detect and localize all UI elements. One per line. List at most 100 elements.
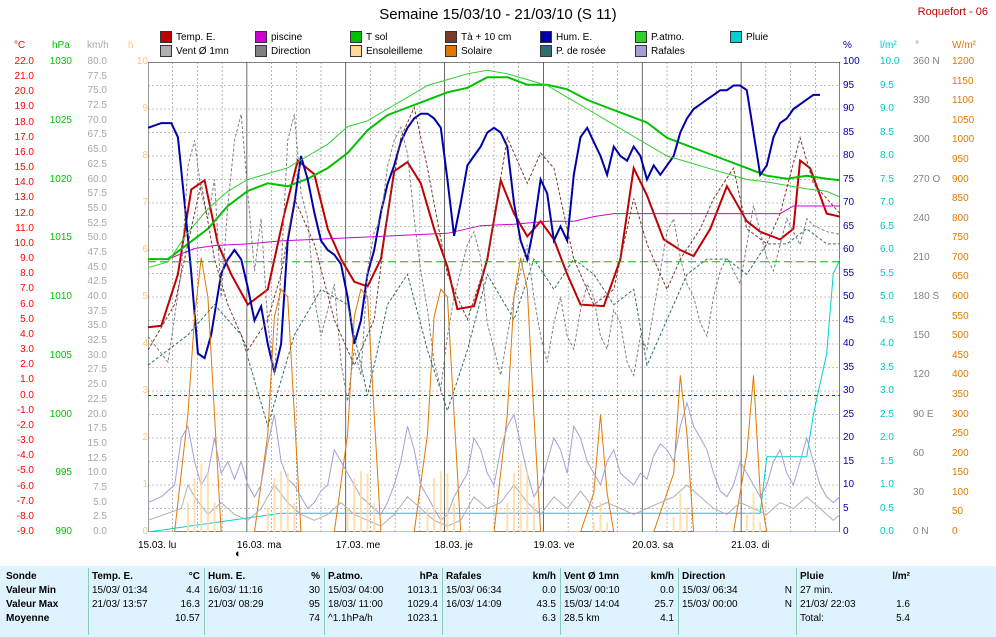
axis-tick: 6: [142, 244, 148, 255]
stats-row: 15/03/ 00:00 N: [682, 598, 792, 612]
legend-swatch: [160, 31, 172, 43]
stats-cell: [208, 612, 309, 626]
axis-tick: 16.0: [14, 146, 34, 158]
legend-label: Pluie: [746, 31, 769, 43]
axis-tick: 65.0: [87, 144, 107, 156]
stats-value: 1023.1: [407, 613, 438, 624]
axis-tick: 60: [843, 244, 855, 255]
stats-cell: 15/03/ 04:00: [328, 585, 384, 596]
axis-unit: hPa: [52, 40, 70, 51]
axis-tick: 800: [952, 212, 969, 224]
legend-label: Ensoleilleme: [366, 45, 423, 57]
stats-header: P.atmo. hPa: [328, 570, 438, 584]
axis-tick: 1010: [49, 291, 72, 302]
axis-tick: 5: [142, 291, 148, 302]
stats-header-unit: %: [311, 571, 320, 582]
x-tick-label: 20.03. sa: [632, 540, 674, 551]
sunshine-bar: [273, 478, 276, 532]
axis-unit: °C: [14, 40, 26, 51]
axis-tick: 360 N: [913, 56, 940, 67]
stats-column-raf: Rafales km/h 15/03/ 06:34 0.0 16/03/ 14:09 43…: [446, 566, 556, 637]
axis-tick: 17.5: [87, 423, 107, 435]
axis-tick: 32.5: [87, 335, 107, 347]
stats-table: Sonde Valeur Min Valeur Max Moyenne Temp. E.…: [0, 566, 996, 637]
stats-value: 0.0: [542, 585, 556, 596]
series-line: [148, 69, 840, 269]
axis-tick: 90: [843, 103, 855, 114]
axis-tick: 1025: [49, 114, 72, 126]
stats-label: Moyenne: [6, 613, 50, 624]
stats-cell: 27 min.: [800, 585, 833, 596]
axis-tick: 450: [952, 349, 969, 361]
axis-tick: 85: [843, 126, 855, 138]
axis-tick: 600: [952, 291, 969, 302]
series-line: [148, 84, 820, 373]
stats-header-label: Hum. E.: [208, 571, 246, 582]
sunshine-bar: [193, 478, 196, 532]
axis-tick: 3.5: [880, 361, 894, 373]
stats-cell: [682, 612, 792, 626]
axis-tick: 27.5: [87, 364, 107, 376]
stats-cell: 28.5 km: [564, 613, 600, 624]
axis-tick: 10: [843, 479, 855, 490]
sunshine-bar: [672, 517, 675, 532]
stats-separator: [88, 568, 89, 635]
sunshine-bar: [512, 473, 515, 532]
sunshine-bar: [426, 507, 429, 532]
axis-tick: 77.5: [87, 70, 107, 82]
axis-tick: 5.0: [880, 291, 894, 302]
legend-item: Direction: [255, 45, 310, 57]
stats-label: Valeur Min: [6, 585, 57, 596]
x-tick-label: 19.03. ve: [533, 540, 575, 551]
stats-value: 30: [308, 585, 320, 596]
series-line: [148, 76, 840, 261]
axis-tick: 5.5: [880, 267, 894, 279]
stats-value: 16.3: [180, 599, 200, 610]
legend-swatch: [350, 31, 362, 43]
axis-tick: 1005: [49, 349, 72, 361]
stats-cell: ^1.1hPa/h: [328, 613, 373, 624]
stats-separator: [442, 568, 443, 635]
axis-tick: 1150: [952, 75, 974, 87]
stats-header-label: Temp. E.: [92, 571, 133, 582]
stats-value: 4.4: [186, 585, 200, 596]
sunshine-bar: [213, 502, 216, 532]
axis-tick: 120: [913, 369, 930, 381]
series-line: [148, 483, 840, 527]
axis-tick: 35: [843, 361, 855, 373]
axis-tick: 1.0: [880, 479, 894, 490]
axis-tick: 1.5: [880, 455, 894, 467]
axis-tick: 1: [142, 479, 148, 490]
axis-tick: 7.0: [20, 283, 34, 295]
legend-item: Pluie: [730, 31, 768, 43]
sunshine-bar: [759, 522, 762, 532]
sunshine-bar: [346, 507, 349, 532]
axis-tick: 6.0: [880, 244, 894, 255]
series-line: [148, 114, 840, 402]
stats-cell: 15/03/ 14:04: [564, 599, 620, 610]
series-line: [148, 205, 840, 260]
sunshine-bar: [286, 473, 289, 532]
chart-title: Semaine 15/03/10 - 21/03/10 (S 11): [379, 6, 617, 23]
axis-tick: 1020: [49, 173, 72, 185]
axis-tick: 995: [55, 467, 72, 479]
stats-separator: [204, 568, 205, 635]
stats-value: 95: [308, 599, 320, 610]
stats-value: 1029.4: [407, 599, 438, 610]
axis-tick: 75: [843, 173, 855, 185]
axis-tick: 10.0: [87, 467, 107, 479]
axis-tick: 250: [952, 428, 969, 440]
axis-tick: 40.0: [87, 291, 107, 302]
axis-unit: h: [128, 40, 134, 51]
axis-tick: 22.5: [87, 393, 107, 405]
axis-tick: 35.0: [87, 320, 107, 332]
axis-tick: 180 S: [913, 291, 940, 302]
axis-tick: 14.0: [14, 177, 34, 189]
axis-tick: 75.0: [87, 85, 107, 97]
stats-row: [682, 612, 792, 626]
axis-tick: 2.0: [880, 432, 894, 443]
axis-tick: 8: [142, 150, 148, 161]
axis-tick: 700: [952, 251, 969, 263]
sunshine-bar: [366, 473, 369, 532]
axis-tick: 47.5: [87, 246, 107, 258]
